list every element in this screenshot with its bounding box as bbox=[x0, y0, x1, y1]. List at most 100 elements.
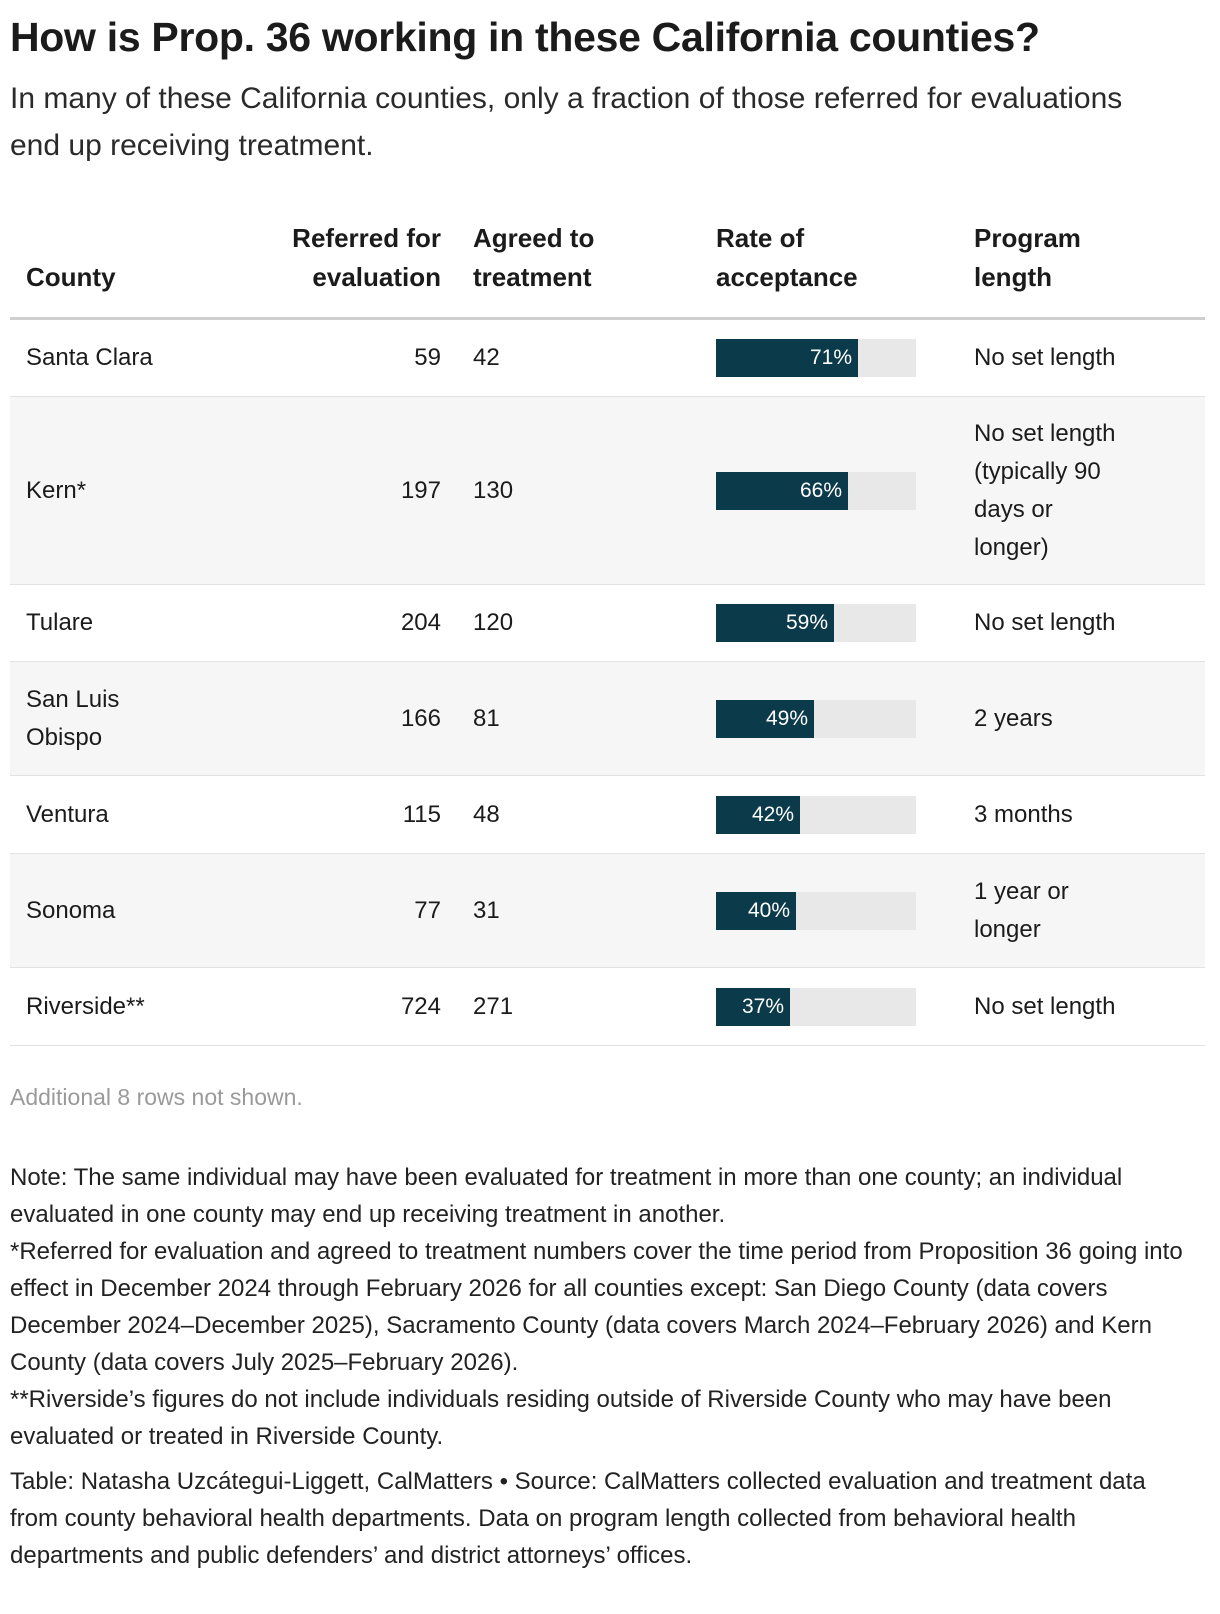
table-row: Ventura 115 48 42% 3 months bbox=[10, 775, 1205, 855]
cell-agreed: 48 bbox=[457, 775, 700, 855]
data-table: County Referred for evaluation Agreed to… bbox=[10, 219, 1205, 1047]
notes: Note: The same individual may have been … bbox=[10, 1159, 1190, 1455]
chart-subtitle: In many of these California counties, on… bbox=[10, 82, 1123, 163]
cell-agreed: 42 bbox=[457, 318, 700, 398]
cell-county: Tulare bbox=[10, 584, 235, 663]
county-name: Ventura bbox=[26, 800, 109, 828]
header-length-line2: length bbox=[974, 262, 1052, 293]
cell-agreed: 31 bbox=[457, 853, 700, 969]
cell-rate: 49% bbox=[700, 661, 958, 777]
cell-referred: 166 bbox=[235, 661, 457, 777]
source-credit: Table: Natasha Uzcátegui-Liggett, CalMat… bbox=[10, 1468, 1146, 1570]
header-referred[interactable]: Referred for evaluation bbox=[235, 219, 457, 321]
program-length: No set length (typically 90 days or long… bbox=[974, 419, 1116, 561]
header-length[interactable]: Program length bbox=[958, 219, 1205, 321]
cell-referred: 59 bbox=[235, 318, 457, 398]
county-name: Santa Clara bbox=[26, 344, 153, 372]
cell-rate: 42% bbox=[700, 775, 958, 855]
table-body: Santa Clara 59 42 71% No set length Kern* 197 1… bbox=[10, 318, 1205, 1047]
header-rate[interactable]: Rate of acceptance bbox=[700, 219, 958, 321]
cell-program-length: 1 year or longer bbox=[958, 853, 1205, 969]
cell-rate: 37% bbox=[700, 967, 958, 1047]
cell-program-length: 3 months bbox=[958, 775, 1205, 855]
table-row: Tulare 204 120 59% No set length bbox=[10, 584, 1205, 663]
program-length: 2 years bbox=[974, 704, 1053, 732]
rate-bar: 49% bbox=[716, 699, 814, 738]
table-container: How is Prop. 36 working in these Califor… bbox=[10, 14, 1205, 1570]
rate-bar: 37% bbox=[716, 987, 790, 1026]
rate-label: 37% bbox=[741, 994, 784, 1018]
cell-rate: 71% bbox=[700, 318, 958, 398]
header-agreed[interactable]: Agreed to treatment bbox=[457, 219, 700, 321]
cell-county: San Luis Obispo bbox=[10, 661, 235, 777]
rate-bar-track: 37% bbox=[716, 987, 916, 1026]
program-length: No set length bbox=[974, 609, 1116, 637]
cell-rate: 40% bbox=[700, 853, 958, 969]
cell-agreed: 120 bbox=[457, 584, 700, 663]
cell-program-length: 2 years bbox=[958, 661, 1205, 777]
header-agreed-line2: treatment bbox=[473, 262, 592, 293]
note-general: Note: The same individual may have been … bbox=[10, 1164, 1123, 1229]
cell-agreed: 271 bbox=[457, 967, 700, 1047]
rate-bar-track: 49% bbox=[716, 699, 916, 738]
cell-referred: 77 bbox=[235, 853, 457, 969]
header-referred-line2: evaluation bbox=[312, 262, 441, 293]
cell-county: Ventura bbox=[10, 775, 235, 855]
program-length: No set length bbox=[974, 992, 1116, 1020]
rate-bar-track: 42% bbox=[716, 795, 916, 834]
header-row: County Referred for evaluation Agreed to… bbox=[10, 219, 1205, 321]
cell-rate: 59% bbox=[700, 584, 958, 663]
county-name: Riverside** bbox=[26, 992, 145, 1020]
county-name: San Luis Obispo bbox=[26, 685, 120, 751]
header-rate-line1: Rate of bbox=[716, 223, 805, 254]
county-name: Tulare bbox=[26, 609, 94, 637]
table-row: Santa Clara 59 42 71% No set length bbox=[10, 318, 1205, 398]
header-county[interactable]: County bbox=[10, 219, 235, 321]
program-length: No set length bbox=[974, 344, 1116, 372]
rate-bar: 59% bbox=[716, 604, 834, 643]
chart-title: How is Prop. 36 working in these Califor… bbox=[10, 14, 1040, 60]
header-referred-line1: Referred for bbox=[292, 223, 441, 254]
rate-bar-track: 71% bbox=[716, 339, 916, 378]
rate-bar-track: 40% bbox=[716, 891, 916, 930]
cell-program-length: No set length bbox=[958, 967, 1205, 1047]
cell-county: Riverside** bbox=[10, 967, 235, 1047]
rate-label: 66% bbox=[799, 478, 842, 502]
rate-bar-track: 59% bbox=[716, 604, 916, 643]
table-row: San Luis Obispo 166 81 49% 2 years bbox=[10, 661, 1205, 777]
note-double-asterisk: **Riverside’s figures do not include ind… bbox=[10, 1386, 1112, 1451]
county-name: Sonoma bbox=[26, 896, 116, 924]
table-row: Kern* 197 130 66% No set length (typically 9… bbox=[10, 396, 1205, 586]
cell-county: Sonoma bbox=[10, 853, 235, 969]
cell-referred: 197 bbox=[235, 396, 457, 586]
cell-county: Santa Clara bbox=[10, 318, 235, 398]
cell-program-length: No set length bbox=[958, 584, 1205, 663]
cell-rate: 66% bbox=[700, 396, 958, 586]
header-county-line2: County bbox=[26, 262, 116, 293]
header-length-line1: Program bbox=[974, 223, 1081, 254]
rate-label: 42% bbox=[751, 802, 794, 826]
rate-bar: 71% bbox=[716, 339, 858, 378]
county-name: Kern* bbox=[26, 476, 87, 504]
cell-referred: 204 bbox=[235, 584, 457, 663]
cell-program-length: No set length (typically 90 days or long… bbox=[958, 396, 1205, 586]
table-row: Riverside** 724 271 37% No set length bbox=[10, 967, 1205, 1047]
cell-referred: 115 bbox=[235, 775, 457, 855]
rate-label: 40% bbox=[747, 898, 790, 922]
cell-agreed: 130 bbox=[457, 396, 700, 586]
table-row: Sonoma 77 31 40% 1 year or longer bbox=[10, 853, 1205, 969]
note-single-asterisk: *Referred for evaluation and agreed to t… bbox=[10, 1238, 1183, 1377]
rate-bar: 40% bbox=[716, 891, 796, 930]
cell-agreed: 81 bbox=[457, 661, 700, 777]
rate-label: 71% bbox=[809, 346, 852, 370]
rate-label: 49% bbox=[765, 706, 808, 730]
header-agreed-line1: Agreed to bbox=[473, 223, 595, 254]
rate-label: 59% bbox=[785, 611, 828, 635]
cell-program-length: No set length bbox=[958, 318, 1205, 398]
cell-referred: 724 bbox=[235, 967, 457, 1047]
rate-bar: 42% bbox=[716, 795, 800, 834]
program-length: 3 months bbox=[974, 800, 1073, 828]
rate-bar-track: 66% bbox=[716, 471, 916, 510]
rate-bar: 66% bbox=[716, 471, 848, 510]
program-length: 1 year or longer bbox=[974, 877, 1069, 943]
